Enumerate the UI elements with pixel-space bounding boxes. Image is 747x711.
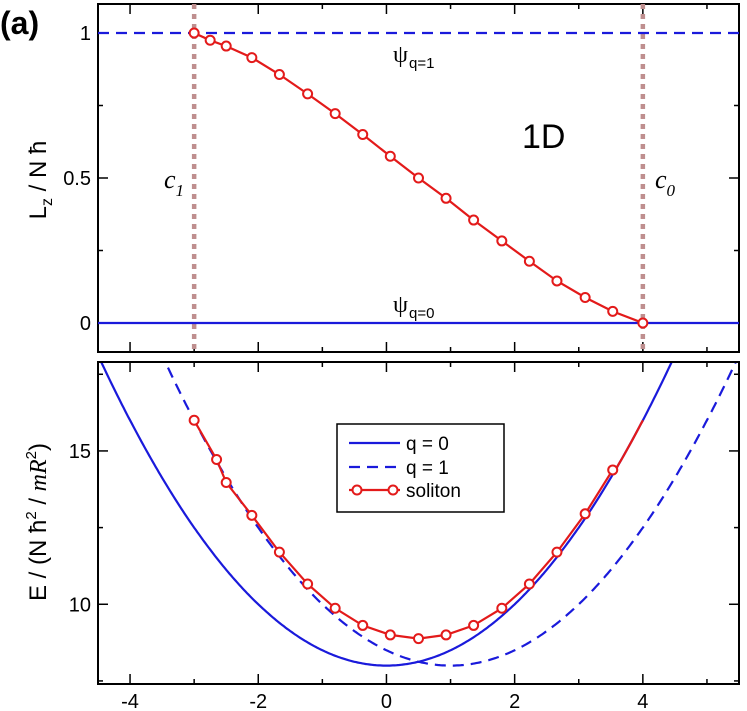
top-soliton-point — [413, 172, 424, 184]
bottom-soliton-point — [440, 629, 452, 641]
top-soliton-point — [579, 291, 591, 303]
bottom-xtick-label: 2 — [509, 691, 520, 711]
bottom-xtick-label: 4 — [637, 691, 648, 711]
bottom-xtick-label: 0 — [381, 691, 392, 711]
psi-q1-label: ψq=1 — [393, 42, 434, 72]
bottom-ytick-labels: 10 15 — [69, 441, 91, 616]
top-panel: 00.51 ψq=1 ψq=0 1D c1 c0 Lz / N ħ — [25, 3, 740, 354]
dimension-label: 1D — [522, 118, 565, 156]
legend-box — [336, 423, 505, 513]
top-soliton-point — [551, 275, 563, 287]
legend-soliton-marker-right — [387, 484, 399, 496]
top-soliton-point — [637, 317, 649, 329]
bottom-soliton-point — [188, 414, 200, 426]
top-soliton-point — [220, 40, 232, 52]
top-ylabel: Lz / N ħ — [25, 141, 56, 220]
top-soliton-point — [440, 192, 452, 204]
legend: q = 0 q = 1 soliton — [336, 423, 505, 513]
top-soliton-point — [188, 27, 200, 39]
top-soliton-point — [496, 235, 508, 247]
bottom-frame — [97, 361, 740, 685]
bottom-soliton-point — [302, 578, 314, 590]
c0-label: c0 — [655, 165, 676, 200]
top-soliton-point — [384, 150, 396, 162]
bottom-soliton-point — [468, 619, 480, 631]
top-soliton-point — [329, 108, 341, 120]
bottom-ticks — [98, 362, 739, 684]
bottom-soliton-point — [551, 546, 563, 558]
bottom-soliton-point — [607, 464, 619, 476]
bottom-xtick-labels: -4 -2 0 2 4 — [121, 691, 648, 711]
c1-label: c1 — [164, 165, 184, 200]
bottom-soliton-point — [384, 629, 396, 641]
legend-soliton-marker-left — [351, 484, 363, 496]
top-ytick-labels: 00.51 — [63, 23, 91, 335]
bottom-soliton-point — [329, 602, 341, 614]
top-soliton-point — [523, 255, 535, 267]
bottom-ytick-label: 15 — [69, 441, 91, 463]
bottom-soliton-point — [413, 633, 424, 645]
top-ytick-label: 1 — [80, 23, 91, 45]
top-soliton-point — [273, 68, 285, 80]
top-hlines — [98, 31, 739, 325]
bottom-soliton-point — [211, 454, 223, 466]
psi-q0-label: ψq=0 — [393, 292, 434, 322]
top-soliton-point — [246, 52, 258, 64]
top-ytick-label: 0 — [80, 313, 91, 335]
bottom-soliton-point — [579, 508, 591, 520]
legend-q0-label: q = 0 — [406, 434, 449, 455]
bottom-ytick-label: 10 — [69, 594, 91, 616]
bottom-soliton-point — [496, 602, 508, 614]
legend-q1-label: q = 1 — [406, 458, 449, 479]
bottom-xtick-label: -2 — [249, 691, 267, 711]
top-ytick-label: 0.5 — [63, 168, 91, 190]
top-vlines — [191, 4, 646, 354]
top-soliton-series — [188, 27, 649, 329]
bottom-soliton-point — [357, 619, 369, 631]
legend-soliton-label: soliton — [406, 481, 461, 502]
bottom-soliton-point — [246, 509, 258, 521]
bottom-soliton-point — [523, 578, 535, 590]
top-soliton-point — [468, 214, 480, 226]
top-soliton-point — [204, 34, 216, 46]
bottom-soliton-point — [220, 477, 232, 489]
bottom-ylabel: E / (N ħ2 / mR2) — [23, 443, 52, 601]
top-soliton-point — [302, 88, 314, 100]
bottom-soliton-point — [273, 546, 285, 558]
top-soliton-point — [357, 129, 369, 140]
bottom-xtick-label: -4 — [121, 691, 139, 711]
bottom-panel: 10 15 -4 -2 0 2 4 q = 0 q = 1 soliton E / (N … — [23, 361, 740, 711]
panel-label: (a) — [0, 5, 39, 41]
top-soliton-point — [607, 305, 619, 317]
bottom-soliton-series — [188, 414, 644, 645]
